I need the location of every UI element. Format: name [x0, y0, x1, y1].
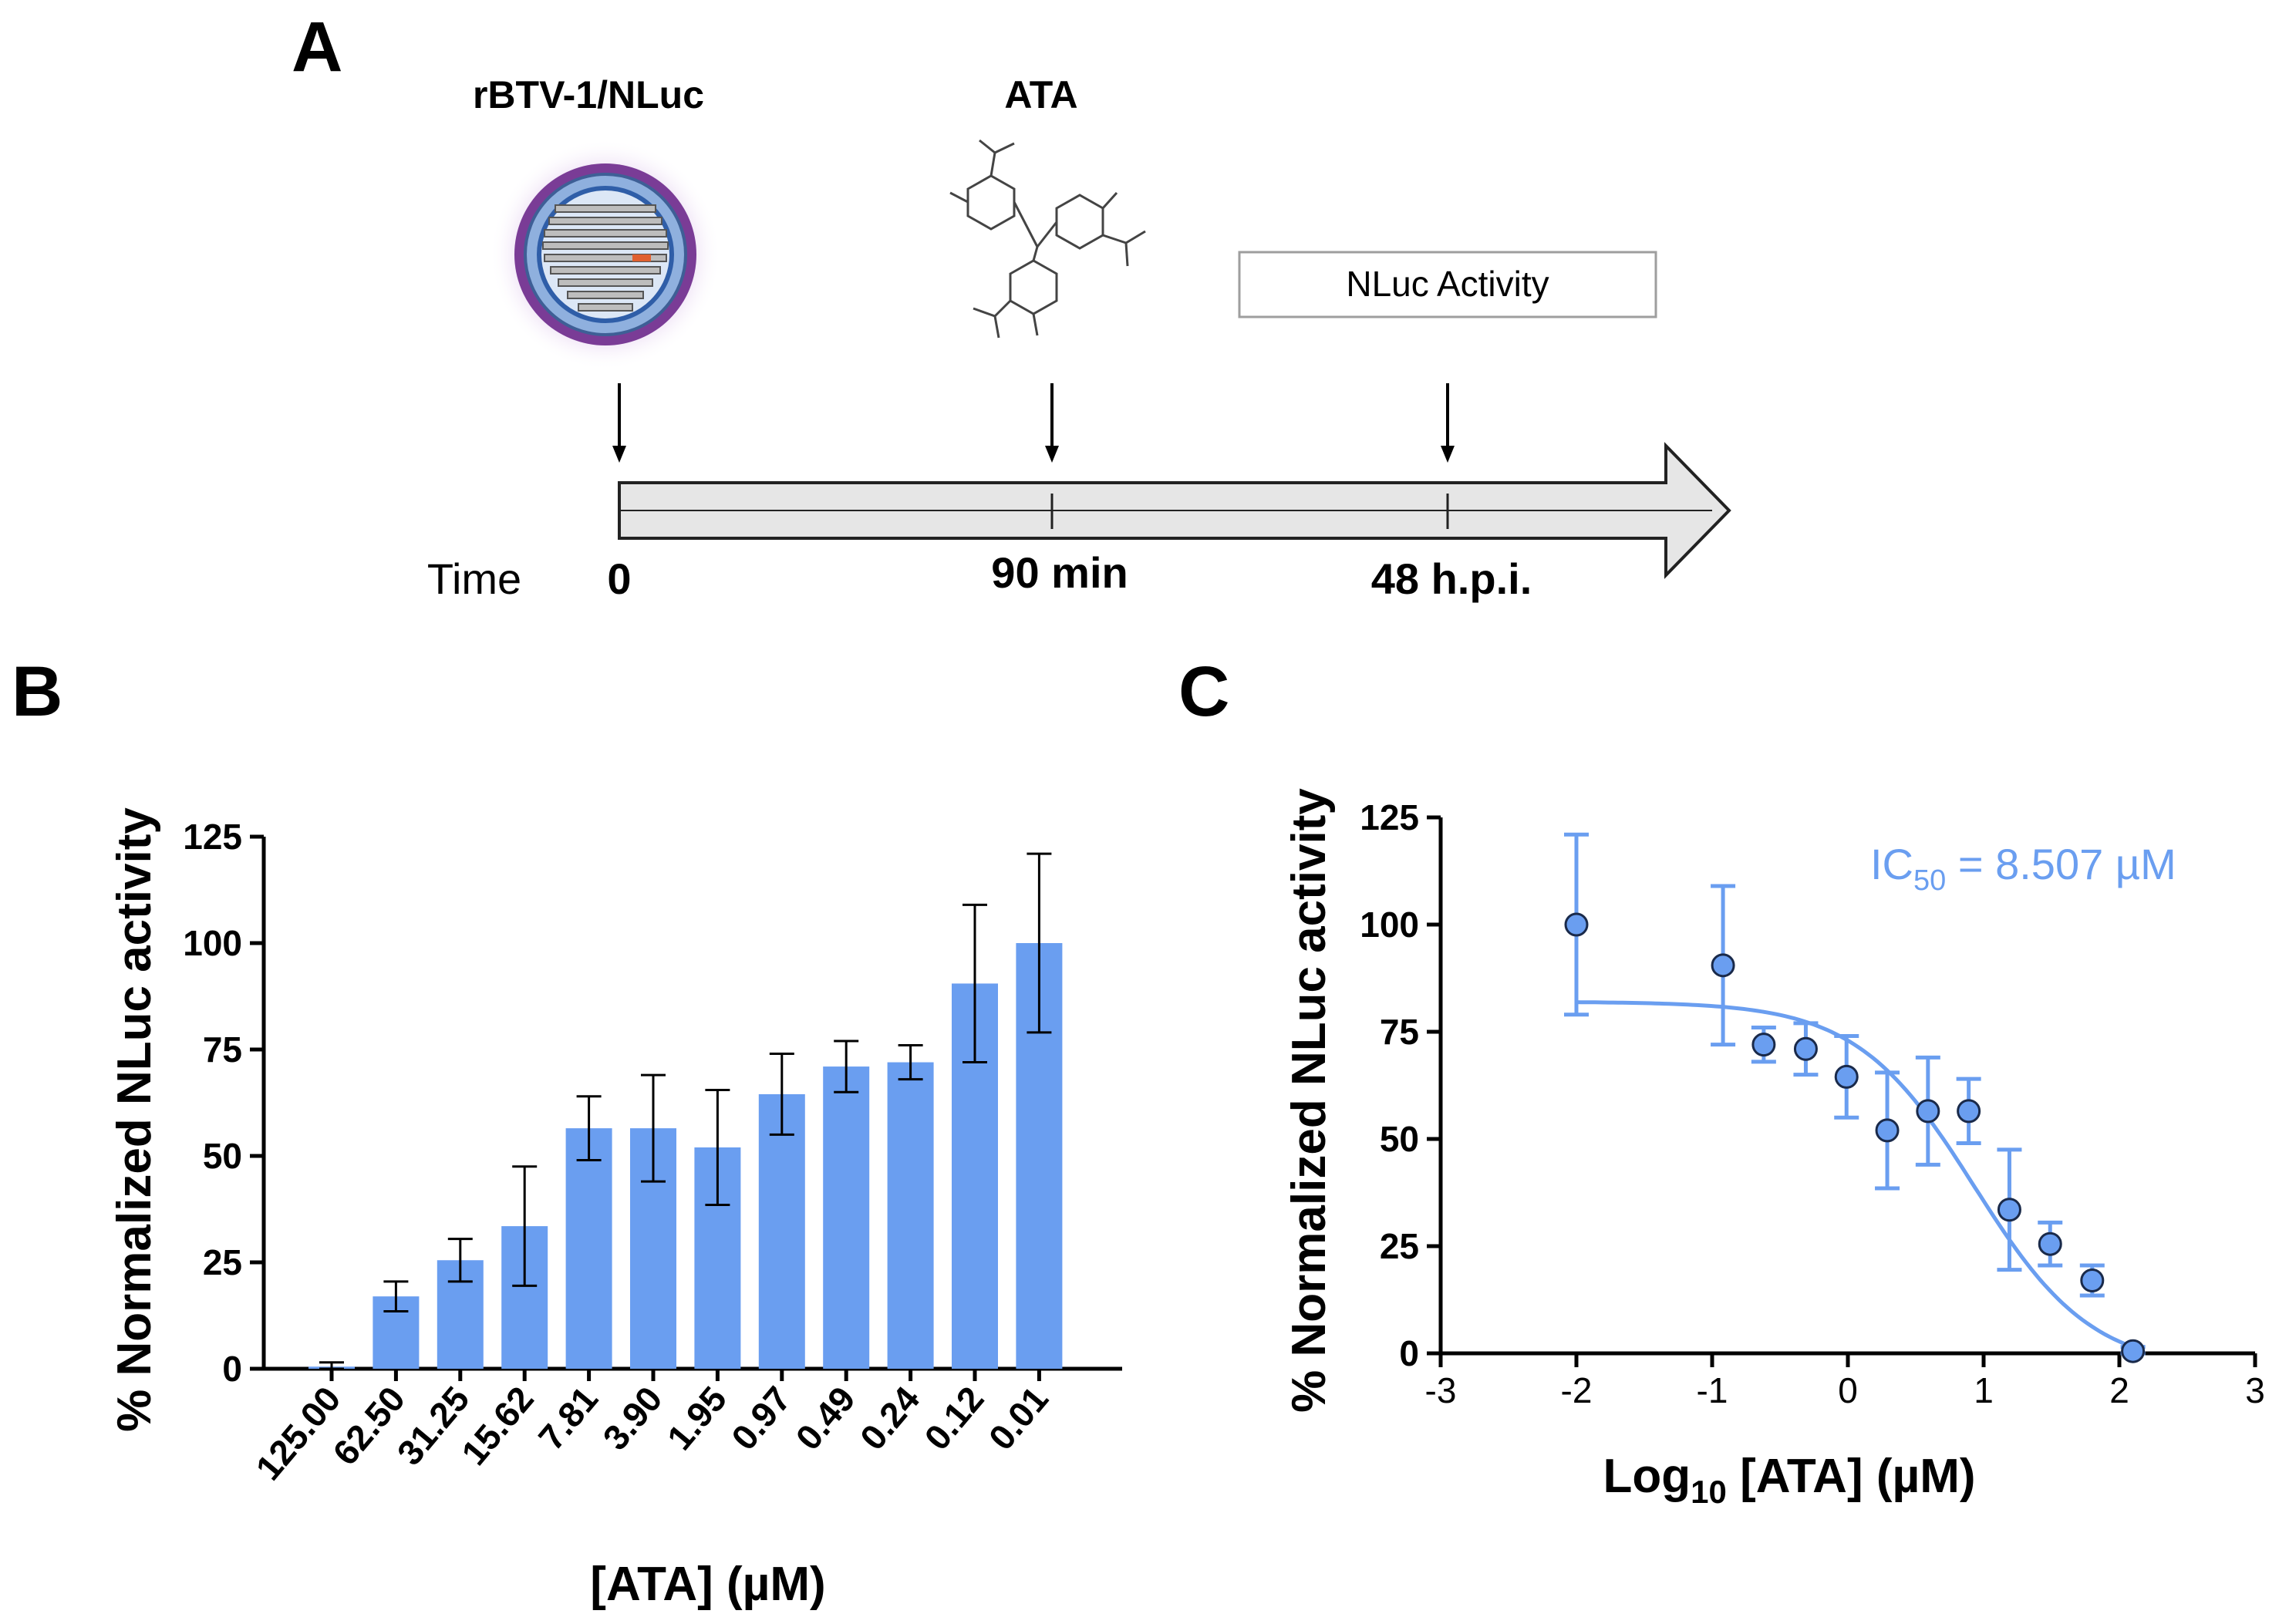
dose-xtick-label: -1	[1697, 1370, 1728, 1410]
dose-ytick-label: 0	[1399, 1333, 1419, 1373]
dose-data-point	[1916, 1099, 1940, 1124]
bar	[758, 1093, 805, 1369]
dose-xtick-label: -2	[1561, 1370, 1593, 1410]
panel-c: C % Normalized NLuc activity 0 25 50 75 100 1…	[1178, 652, 2265, 1510]
timeline-arrow-icon	[618, 442, 1731, 579]
bar-ytick-label: 75	[203, 1029, 242, 1070]
virus-label: rBTV-1/NLuc	[473, 73, 704, 116]
bar-ytick-label: 50	[203, 1136, 242, 1176]
dose-ytick-label: 50	[1380, 1119, 1419, 1159]
bar-category-label: 0.97	[723, 1379, 798, 1457]
timepoint-90min: 90 min	[991, 548, 1128, 597]
bar-category-label: 15.62	[453, 1379, 541, 1473]
bar-category-label: 0.12	[916, 1379, 991, 1457]
bar	[823, 1066, 870, 1369]
virus-particle-icon	[490, 139, 721, 370]
dose-xtick-label: 3	[2245, 1370, 2265, 1410]
dose-data-point	[1957, 1099, 1981, 1124]
readout-box	[1238, 251, 1657, 318]
bar-ytick-label: 125	[183, 817, 242, 857]
bar-category-label: 31.25	[389, 1379, 477, 1473]
bar-category-label: 62.50	[325, 1379, 413, 1473]
bar-xlabel: [ATA] (µM)	[590, 1558, 825, 1611]
bar-category-label: 0.01	[981, 1379, 1056, 1457]
readout-box-label: NLuc Activity	[1346, 264, 1549, 304]
dose-ytick-label: 125	[1360, 797, 1419, 837]
dose-xtick-label: 2	[2109, 1370, 2129, 1410]
bar-category-label: 3.90	[595, 1379, 669, 1457]
dose-data-point	[2080, 1268, 2105, 1292]
dose-data-point	[2121, 1339, 2146, 1363]
drug-label: ATA	[1004, 73, 1077, 116]
bar-category-label: 125.00	[248, 1379, 348, 1488]
bar-ytick-label: 100	[183, 923, 242, 963]
bar-ylabel: % Normalized NLuc activity	[108, 807, 161, 1432]
bar-ytick-label: 0	[222, 1349, 242, 1389]
dose-data-point	[1875, 1118, 1900, 1143]
dose-ytick-label: 75	[1380, 1012, 1419, 1052]
timepoint-arrows	[618, 383, 1449, 450]
panel-b: B % Normalized NLuc activity 0 25 50 75 100 1…	[12, 652, 1122, 1611]
panel-c-label: C	[1178, 652, 1229, 731]
bar-category-label: 0.49	[787, 1379, 862, 1457]
dose-xtick-label: 0	[1838, 1370, 1858, 1410]
dose-data-point	[1834, 1064, 1859, 1089]
ic50-annotation: IC50 = 8.507 µM	[1870, 840, 2176, 897]
dose-fit-curve	[1576, 1000, 2134, 1349]
dose-xtick-label: 1	[1974, 1370, 1994, 1410]
panel-a: A rBTV-1/NLuc ATA	[292, 8, 1731, 603]
dose-data-point	[1711, 953, 1735, 978]
bar-category-label: 1.95	[659, 1379, 734, 1457]
ata-structure-icon	[949, 139, 1146, 339]
bar	[565, 1128, 612, 1369]
time-label: Time	[427, 554, 521, 603]
dose-ylabel: % Normalized NLuc activity	[1283, 788, 1336, 1413]
timepoint-48hpi: 48 h.p.i.	[1371, 554, 1532, 603]
timepoint-0: 0	[607, 554, 631, 603]
bar-ytick-label: 25	[203, 1242, 242, 1282]
bar-chart: 0 25 50 75 100 125 125.0062.5031.2515.627.813.…	[183, 817, 1122, 1488]
dose-response-chart: 0 25 50 75 100 125 -3 -2 -1 0 1 2 3	[1360, 797, 2265, 1410]
dose-data-point	[1564, 912, 1589, 937]
dose-xlabel: Log10 [ATA] (µM)	[1603, 1450, 1976, 1510]
dose-xtick-label: -3	[1425, 1370, 1457, 1410]
panel-a-label: A	[292, 8, 342, 86]
dose-data-point	[1997, 1198, 2021, 1222]
dose-data-point	[2038, 1231, 2062, 1256]
dose-data-point	[1793, 1036, 1818, 1061]
bar	[887, 1062, 934, 1369]
bar-category-label: 7.81	[531, 1379, 605, 1457]
dose-ytick-label: 25	[1380, 1226, 1419, 1266]
dose-data-point	[1751, 1033, 1776, 1057]
panel-b-label: B	[12, 652, 62, 731]
dose-ytick-label: 100	[1360, 905, 1419, 945]
bar-category-label: 0.24	[852, 1379, 928, 1457]
